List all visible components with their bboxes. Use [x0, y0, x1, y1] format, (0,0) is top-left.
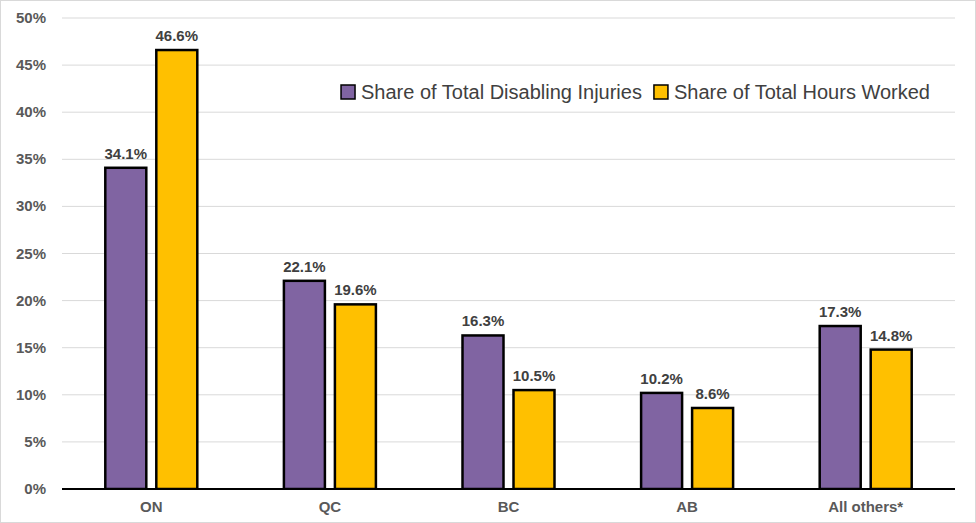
- grid-line: [62, 18, 955, 19]
- grid-line: [62, 489, 955, 490]
- legend-swatch: [654, 85, 668, 99]
- y-tick-label: 25%: [16, 245, 46, 262]
- data-label: 16.3%: [462, 312, 505, 329]
- y-tick-label: 50%: [16, 9, 46, 26]
- bar: [463, 335, 504, 489]
- data-label: 19.6%: [334, 281, 377, 298]
- bar: [692, 408, 733, 489]
- x-tick-label: BC: [498, 498, 520, 515]
- bars: [105, 50, 911, 489]
- y-tick-label: 35%: [16, 150, 46, 167]
- bar: [284, 281, 325, 489]
- x-tick-label: QC: [319, 498, 342, 515]
- bar: [641, 393, 682, 489]
- chart: 0% 5% 10% 15% 20% 25% 30% 35% 40% 45% 50% 34.1% 46.6…: [0, 0, 976, 523]
- legend-label: Share of Total Hours Worked: [674, 81, 930, 103]
- y-tick-label: 10%: [16, 386, 46, 403]
- bar: [156, 50, 197, 489]
- y-tick-label: 45%: [16, 56, 46, 73]
- chart-border: [1, 1, 976, 523]
- grid: [62, 18, 955, 489]
- data-label: 22.1%: [283, 258, 326, 275]
- bar: [514, 390, 555, 489]
- y-tick-label: 30%: [16, 197, 46, 214]
- legend: Share of Total Disabling Injuries Share o…: [341, 81, 930, 103]
- y-tick-label: 40%: [16, 103, 46, 120]
- data-label: 17.3%: [819, 303, 862, 320]
- data-label: 46.6%: [156, 27, 199, 44]
- y-tick-label: 15%: [16, 339, 46, 356]
- bar: [820, 326, 861, 489]
- y-tick-label: 0%: [24, 480, 46, 497]
- x-tick-label: All others*: [828, 498, 903, 515]
- y-tick-label: 20%: [16, 292, 46, 309]
- data-label: 8.6%: [695, 385, 729, 402]
- bar: [871, 350, 912, 489]
- x-tick-label: AB: [676, 498, 698, 515]
- data-label: 34.1%: [105, 145, 148, 162]
- data-label: 14.8%: [870, 327, 913, 344]
- legend-label: Share of Total Disabling Injuries: [361, 81, 642, 103]
- x-axis-line: [62, 488, 955, 490]
- bar: [105, 168, 146, 489]
- y-tick-label: 5%: [24, 433, 46, 450]
- data-label: 10.5%: [513, 367, 556, 384]
- x-tick-label: ON: [140, 498, 163, 515]
- bar: [335, 304, 376, 489]
- data-label: 10.2%: [640, 370, 683, 387]
- legend-swatch: [341, 85, 355, 99]
